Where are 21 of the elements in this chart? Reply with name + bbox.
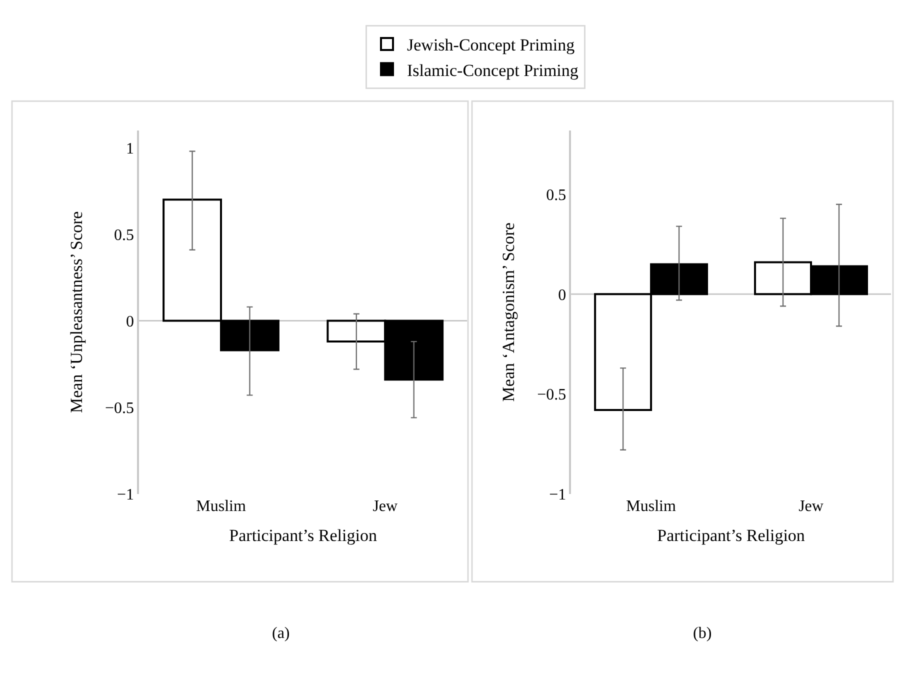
y-tick-label: −1 <box>549 486 566 504</box>
y-tick-label: 1 <box>126 140 134 158</box>
text: (b) <box>693 625 712 642</box>
x-tick-label: Jew <box>798 498 824 515</box>
x-axis-title: Participant’s Religion <box>229 526 378 546</box>
y-tick-label: 0 <box>126 313 134 330</box>
legend-label: Islamic-Concept Priming <box>407 60 579 80</box>
y-axis-title: Mean ‘Antagonism’ Score <box>499 222 518 402</box>
x-tick-label: Muslim <box>196 498 246 515</box>
y-tick-label: 0.5 <box>546 186 566 204</box>
x-tick-label: Jew <box>372 498 398 515</box>
y-tick-label: −1 <box>116 486 134 504</box>
y-tick-label: 0.5 <box>114 226 134 244</box>
text: (a) <box>272 625 290 642</box>
y-tick-label: 0 <box>558 286 566 304</box>
y-axis-title: Mean ‘Unpleasantness’ Score <box>67 211 86 414</box>
x-axis-title: Participant’s Religion <box>657 526 806 546</box>
y-tick-label: −0.5 <box>104 400 134 417</box>
legend-label: Jewish-Concept Priming <box>407 36 576 55</box>
y-tick-label: −0.5 <box>537 386 566 404</box>
x-tick-label: Muslim <box>626 498 676 515</box>
